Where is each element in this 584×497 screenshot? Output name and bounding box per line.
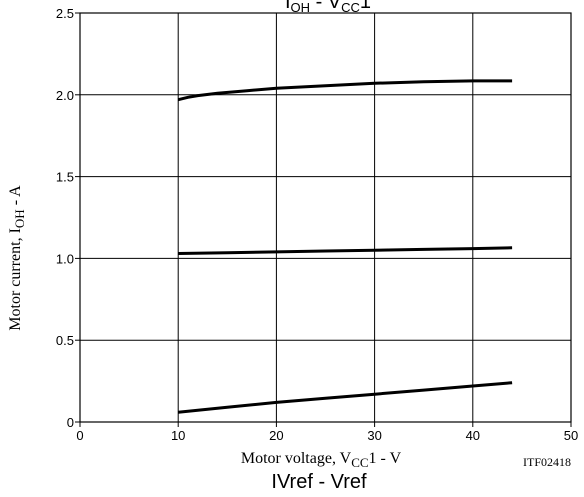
figure-code: ITF02418	[523, 455, 571, 469]
x-tick-label: 20	[269, 428, 283, 443]
plot-frame	[79, 12, 572, 423]
grid	[75, 12, 572, 427]
x-tick-label: 10	[171, 428, 185, 443]
bottom-title: IVref - Vref	[271, 471, 367, 493]
y-axis-label: Motor current, IOH - A	[7, 185, 27, 331]
tick-labels: 0 10 20 30 40 50 0 0.5 1.0 1.5 2.0 2.5	[56, 6, 578, 443]
y-tick-label: 0.5	[56, 333, 74, 348]
x-axis-label: Motor voltage, VCC1 - V	[241, 450, 402, 470]
series-line-1	[177, 79, 513, 102]
y-tick-label: 1.5	[56, 170, 74, 185]
x-tick-label: 0	[76, 428, 83, 443]
x-tick-label: 30	[367, 428, 381, 443]
y-tick-label: 2.5	[56, 6, 74, 21]
chart-title: IOH - VCC1	[285, 0, 371, 15]
y-tick-label: 0	[67, 415, 74, 430]
series-line-2	[178, 246, 513, 255]
y-tick-label: 2.0	[56, 88, 74, 103]
x-tick-label: 50	[564, 428, 578, 443]
y-tick-label: 1.0	[56, 251, 74, 266]
series-line-3	[178, 381, 513, 414]
x-tick-label: 40	[466, 428, 480, 443]
series-group	[177, 79, 513, 414]
